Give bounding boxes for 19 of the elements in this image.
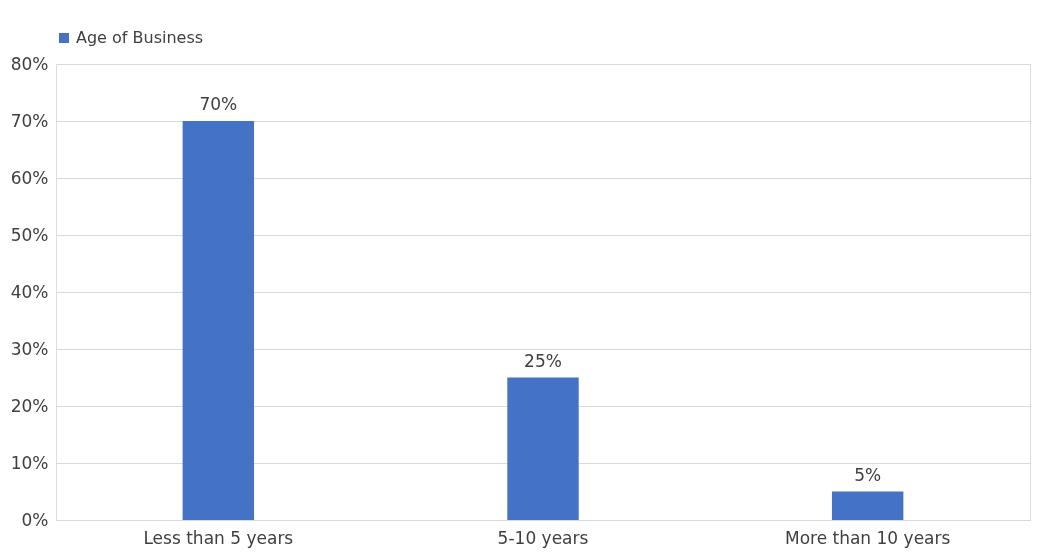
data-label: 70% <box>199 94 238 114</box>
y-tick-label: 20% <box>10 395 49 416</box>
bar <box>831 491 904 520</box>
y-tick-label: 40% <box>10 281 49 302</box>
y-tick-label: 10% <box>10 452 49 473</box>
y-tick-label: 60% <box>10 167 49 188</box>
bar <box>182 121 255 520</box>
x-tick-label: Less than 5 years <box>143 527 294 548</box>
bar <box>507 377 579 520</box>
legend-label: Age of Business <box>76 28 204 47</box>
data-label: 5% <box>854 464 882 485</box>
x-tick-label: More than 10 years <box>784 527 951 548</box>
y-tick-label: 50% <box>10 224 49 245</box>
x-tick-label: 5-10 years <box>497 527 589 548</box>
y-tick-label: 80% <box>10 53 49 74</box>
y-tick-label: 0% <box>21 509 49 530</box>
y-tick-label: 70% <box>10 110 49 131</box>
y-tick-label: 30% <box>10 338 49 359</box>
data-label: 25% <box>524 350 562 371</box>
